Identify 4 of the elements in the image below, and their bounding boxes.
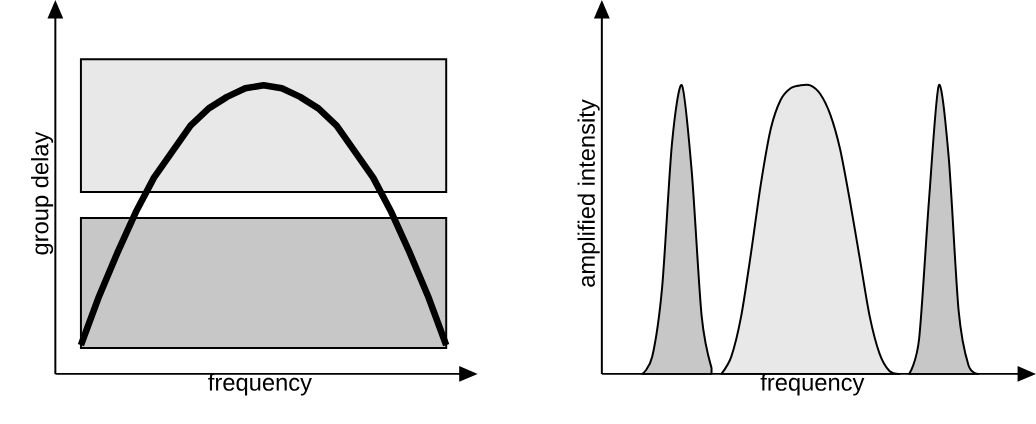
y-axis-title: group delay: [31, 131, 54, 255]
y-axis-title: amplified intensity: [577, 99, 600, 287]
x-axis-title: frequency: [208, 373, 312, 396]
x-axis-title: frequency: [760, 373, 865, 396]
